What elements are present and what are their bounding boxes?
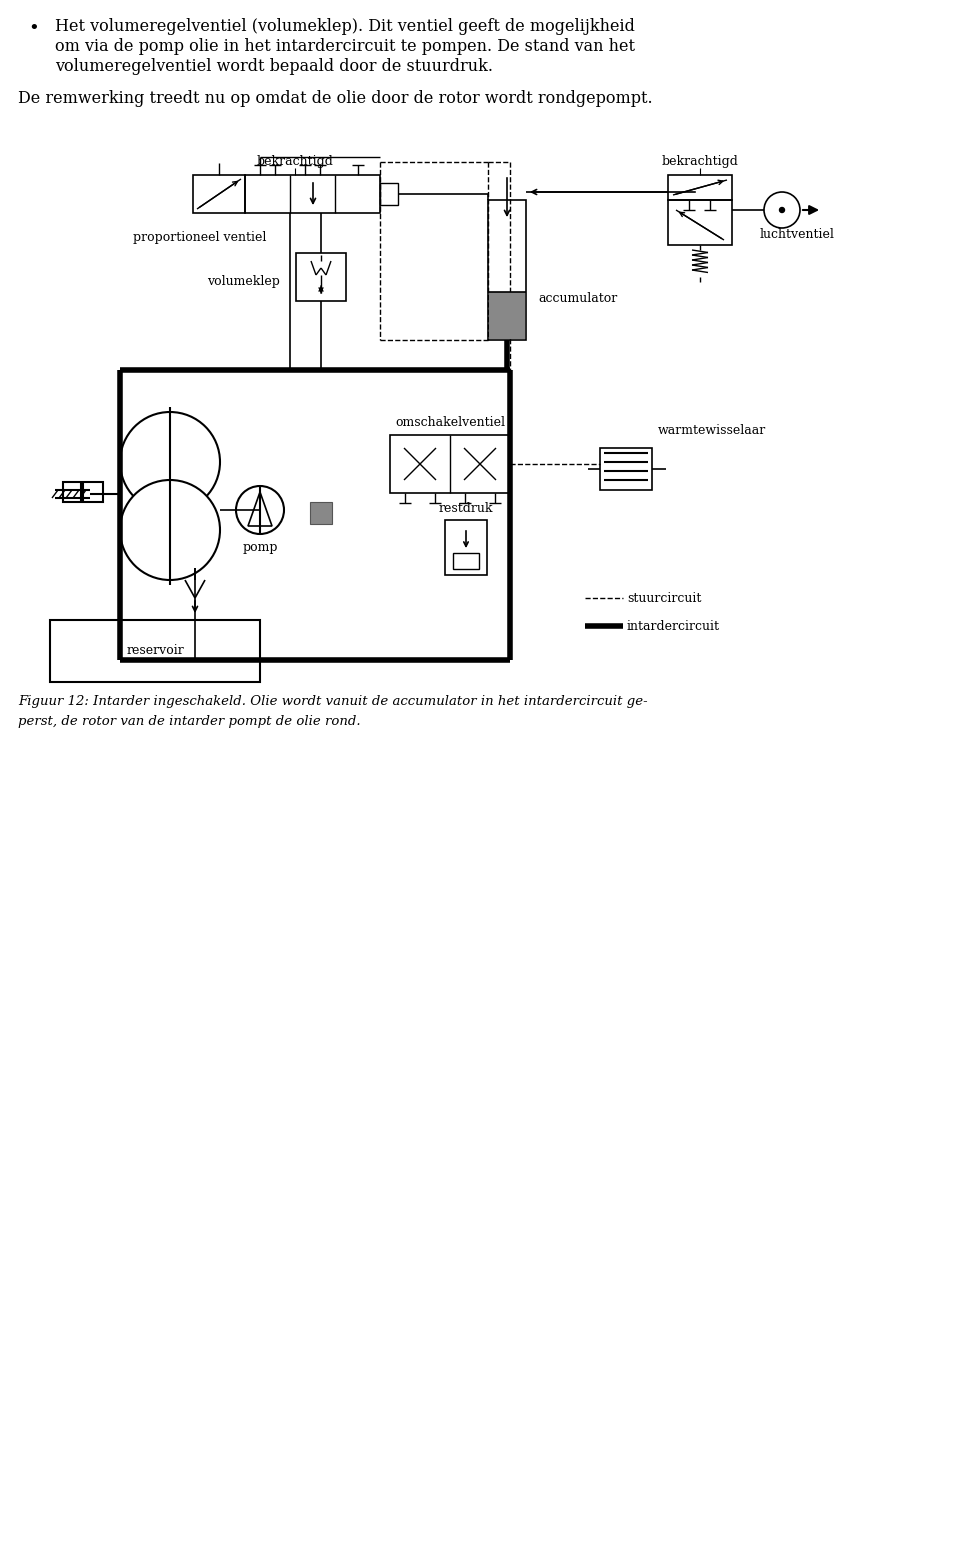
Text: accumulator: accumulator (538, 291, 617, 305)
Bar (668, 175, 732, 200)
Bar (489, 292, 525, 339)
Bar (600, 449, 652, 490)
Bar (453, 552, 479, 569)
Text: bekrachtigd: bekrachtigd (256, 156, 333, 169)
Circle shape (780, 207, 784, 212)
Text: stuurcircuit: stuurcircuit (627, 591, 702, 605)
Text: om via de pomp olie in het intardercircuit te pompen. De stand van het: om via de pomp olie in het intardercircu… (55, 39, 635, 56)
Bar (668, 200, 732, 244)
Text: luchtventiel: luchtventiel (760, 229, 835, 241)
Circle shape (120, 412, 220, 512)
Text: restdruk: restdruk (439, 501, 493, 515)
Text: bekrachtigd: bekrachtigd (661, 156, 738, 169)
Circle shape (236, 486, 284, 534)
Bar (50, 620, 260, 682)
Bar (390, 435, 510, 493)
Text: De remwerking treedt nu op omdat de olie door de rotor wordt rondgepompt.: De remwerking treedt nu op omdat de olie… (18, 90, 653, 107)
Text: pomp: pomp (242, 541, 277, 554)
Circle shape (120, 480, 220, 580)
Bar (63, 483, 81, 501)
Text: warmtewisselaar: warmtewisselaar (658, 424, 766, 436)
Text: Figuur 12: Intarder ingeschakeld. Olie wordt vanuit de accumulator in het intard: Figuur 12: Intarder ingeschakeld. Olie w… (18, 695, 648, 709)
Text: reservoir: reservoir (126, 645, 184, 657)
Text: proportioneel ventiel: proportioneel ventiel (133, 232, 267, 244)
Text: perst, de rotor van de intarder pompt de olie rond.: perst, de rotor van de intarder pompt de… (18, 715, 361, 729)
Circle shape (764, 192, 800, 227)
Bar (380, 183, 398, 206)
Text: •: • (28, 20, 38, 39)
Text: intardercircuit: intardercircuit (627, 619, 720, 633)
Bar (245, 175, 380, 213)
Bar (488, 200, 526, 340)
Text: volumeklep: volumeklep (207, 275, 280, 288)
Bar (193, 175, 245, 213)
Text: omschakelventiel: omschakelventiel (395, 416, 505, 429)
Bar (296, 254, 346, 302)
Bar (445, 520, 487, 575)
Text: Het volumeregelventiel (volumeklep). Dit ventiel geeft de mogelijkheid: Het volumeregelventiel (volumeklep). Dit… (55, 19, 635, 36)
Bar (310, 501, 332, 524)
Bar (83, 483, 103, 501)
Text: volumeregelventiel wordt bepaald door de stuurdruk.: volumeregelventiel wordt bepaald door de… (55, 57, 493, 74)
